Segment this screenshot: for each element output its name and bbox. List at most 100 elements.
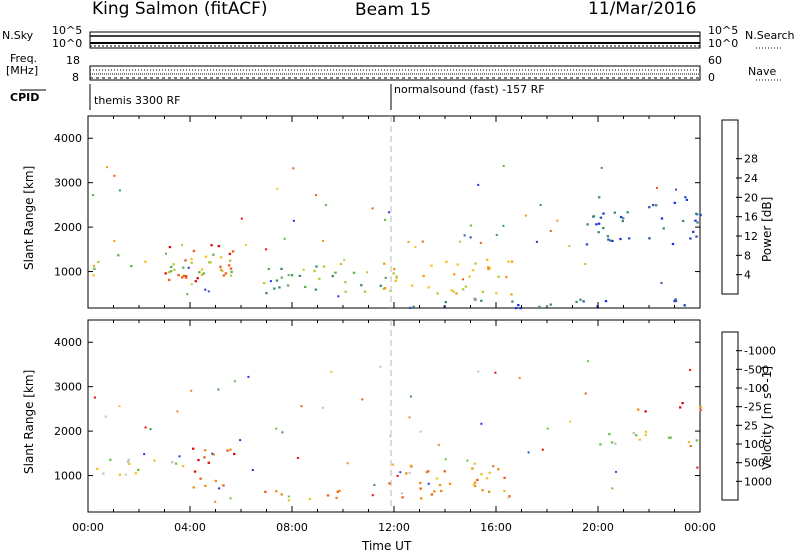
range-gate-cell — [419, 430, 422, 433]
range-gate-cell — [221, 269, 224, 273]
range-gate-cell — [229, 267, 233, 270]
range-gate-cell — [503, 476, 506, 479]
range-gate-cell — [497, 468, 500, 471]
range-gate-cell — [667, 436, 671, 439]
velocity-panel: 1000 2000 3000 4000 00:00 04:00 08:00 12:00 16:… — [54, 319, 716, 534]
colorbar-tick-label: -1000 — [744, 345, 776, 358]
range-gate-cell — [518, 376, 521, 379]
range-gate-cell — [494, 371, 497, 374]
range-gate-cell — [330, 370, 333, 373]
nsearch-label: N.Search — [745, 29, 795, 42]
range-gate-cell — [245, 243, 248, 246]
range-gate-cell — [214, 500, 217, 503]
range-gate-cell — [389, 435, 392, 438]
range-gate-cell — [93, 267, 96, 270]
range-gate-cell — [322, 265, 326, 268]
range-gate-cell — [614, 442, 617, 445]
range-gate-cell — [184, 259, 187, 262]
range-gate-cell — [360, 284, 363, 287]
range-gate-cell — [435, 477, 439, 480]
date-label: 11/Mar/2016 — [588, 0, 697, 19]
range-gate-cell — [699, 213, 702, 217]
range-gate-cell — [165, 252, 167, 255]
range-gate-cell — [181, 465, 185, 468]
range-gate-cell — [190, 389, 193, 392]
x-tick-label: 16:00 — [480, 521, 512, 534]
range-gate-cell — [524, 214, 527, 217]
range-gate-cell — [485, 477, 489, 480]
x-tick-label: 04:00 — [174, 521, 206, 534]
range-gate-cell — [384, 218, 387, 221]
range-gate-cell — [278, 286, 281, 289]
y-tick-label: 3000 — [54, 381, 82, 394]
range-gate-cell — [438, 483, 442, 487]
range-gate-cell — [379, 284, 382, 287]
station-title: King Salmon (fitACF) — [92, 0, 268, 19]
cpid-label: CPID — [10, 91, 40, 104]
range-gate-cell — [392, 272, 395, 275]
colorbar-tick-label: 24 — [744, 172, 758, 185]
range-gate-cell — [466, 459, 469, 462]
range-gate-cell — [444, 301, 447, 304]
range-gate-cell — [227, 264, 231, 267]
range-gate-cell — [275, 279, 279, 282]
range-gate-cell — [539, 204, 542, 206]
range-gate-cell — [479, 241, 482, 244]
range-gate-cell — [568, 244, 571, 247]
range-gate-cell — [511, 300, 514, 303]
range-gate-cell — [584, 392, 587, 395]
range-gate-cell — [300, 405, 303, 408]
range-gate-cell — [575, 300, 578, 303]
x-axis-label: Time UT — [362, 539, 412, 553]
range-gate-cell — [692, 230, 695, 233]
range-gate-cell — [96, 467, 99, 470]
range-gate-cell — [204, 255, 208, 258]
range-gate-cell — [144, 260, 147, 263]
range-gate-cell — [622, 217, 625, 220]
range-gate-cell — [399, 471, 402, 474]
range-gate-cell — [644, 433, 647, 437]
range-gate-cell — [276, 187, 279, 190]
nave-tick-bottom: 0 — [708, 71, 715, 84]
range-gate-cell — [437, 443, 440, 446]
range-gate-cell — [602, 227, 605, 230]
range-gate-cell — [473, 481, 477, 484]
range-gate-cell — [443, 470, 446, 473]
range-gate-cell — [388, 482, 391, 485]
range-gate-cell — [210, 244, 213, 247]
range-gate-cell — [388, 211, 391, 214]
range-gate-cell — [587, 360, 590, 363]
range-gate-cell — [93, 264, 96, 267]
range-gate-cell — [600, 166, 603, 169]
range-gate-cell — [419, 481, 422, 485]
range-gate-cell — [412, 305, 415, 308]
range-gate-cell — [517, 304, 520, 307]
range-gate-cell — [569, 420, 572, 423]
range-gate-cell — [503, 489, 506, 493]
range-gate-cell — [192, 486, 195, 489]
range-gate-cell — [200, 273, 204, 276]
range-gate-cell — [304, 285, 307, 288]
range-gate-cell — [239, 439, 242, 442]
range-gate-cell — [425, 471, 428, 474]
range-gate-cell — [608, 433, 611, 436]
range-gate-cell — [396, 474, 399, 477]
range-gate-cell — [669, 436, 672, 439]
range-gate-cell — [97, 260, 100, 264]
range-gate-cell — [143, 453, 146, 456]
range-gate-cell — [219, 256, 223, 259]
range-gate-cell — [231, 250, 235, 253]
range-gate-cell — [126, 460, 130, 464]
range-gate-cell — [229, 497, 232, 500]
range-gate-cell — [610, 441, 614, 444]
range-gate-cell — [247, 375, 250, 378]
range-gate-cell — [582, 300, 585, 303]
range-gate-cell — [366, 271, 369, 274]
range-gate-cell — [615, 470, 617, 473]
range-gate-cell — [461, 288, 465, 291]
range-gate-cell — [549, 229, 552, 232]
range-gate-cell — [495, 292, 498, 295]
range-gate-cell — [373, 484, 376, 486]
colorbar-tick-label: -100 — [744, 382, 769, 395]
range-gate-cell — [433, 490, 436, 493]
